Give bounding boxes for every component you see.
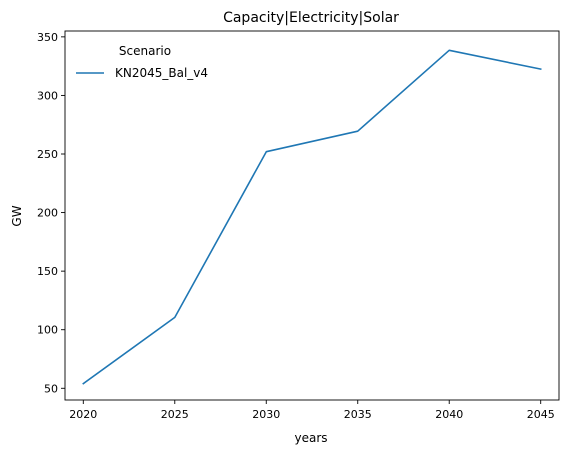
y-tick-label: 250 [37, 148, 58, 161]
x-tick-label: 2020 [69, 408, 97, 421]
legend-title: Scenario [119, 44, 171, 58]
legend: Scenario KN2045_Bal_v4 [76, 44, 208, 80]
x-axis-label: years [294, 431, 327, 445]
y-tick-label: 150 [37, 265, 58, 278]
x-tick-label: 2030 [252, 408, 280, 421]
x-tick-label: 2025 [161, 408, 189, 421]
y-tick-label: 200 [37, 207, 58, 220]
legend-label: KN2045_Bal_v4 [115, 66, 208, 80]
legend-items: KN2045_Bal_v4 [76, 66, 208, 80]
x-tick-label: 2035 [344, 408, 372, 421]
series-layer [82, 49, 542, 385]
series-line [82, 49, 542, 385]
x-tick-label: 2045 [527, 408, 555, 421]
y-tick-label: 300 [37, 89, 58, 102]
y-axis-label: GW [10, 205, 24, 226]
x-axis-ticks: 2020 2025 2030 2035 2040 2045 [69, 400, 555, 421]
y-tick-label: 100 [37, 324, 58, 337]
chart-title: Capacity|Electricity|Solar [223, 10, 399, 26]
y-tick-label: 350 [37, 31, 58, 44]
plot-frame [64, 30, 560, 401]
y-axis-ticks: 50 100 150 200 250 300 350 [37, 31, 65, 395]
x-tick-label: 2040 [435, 408, 463, 421]
y-tick-label: 50 [44, 382, 58, 395]
